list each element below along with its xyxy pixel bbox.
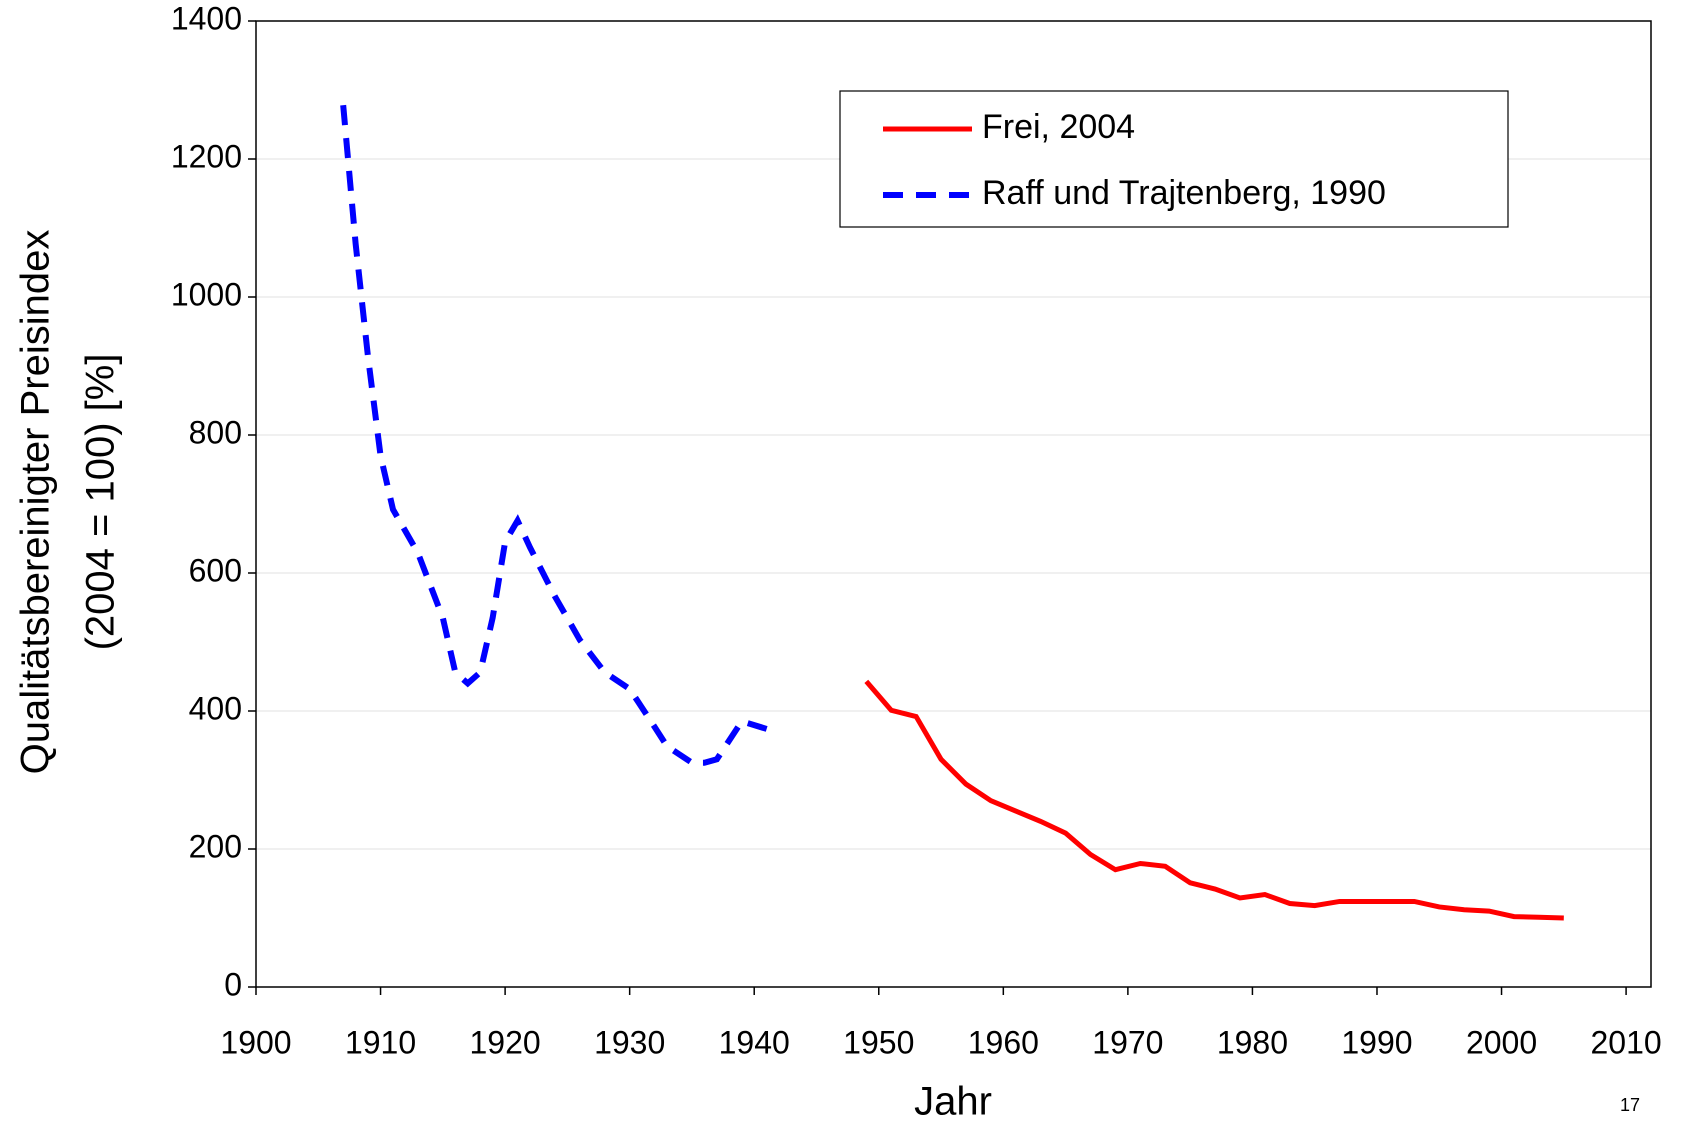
y-tick-label: 1400 xyxy=(171,0,242,36)
x-tick-label: 1980 xyxy=(1217,1024,1288,1060)
legend-label: Frei, 2004 xyxy=(982,108,1135,146)
x-axis-title: Jahr xyxy=(914,1080,992,1123)
x-tick-label: 1940 xyxy=(719,1024,790,1060)
y-axis-title: (2004 = 100) [%] xyxy=(79,354,123,651)
y-tick-label: 0 xyxy=(224,966,242,1002)
y-tick-label: 1000 xyxy=(171,276,242,312)
plot-frame xyxy=(255,20,1652,988)
page-number: 17 xyxy=(1620,1095,1640,1115)
x-tick-label: 1900 xyxy=(220,1024,291,1060)
x-tick-label: 1960 xyxy=(968,1024,1039,1060)
line-series xyxy=(864,679,1564,921)
x-tick-label: 1930 xyxy=(594,1024,665,1060)
y-tick-label: 400 xyxy=(189,690,242,726)
x-tick-label: 2000 xyxy=(1466,1024,1537,1060)
y-tick-label: 1200 xyxy=(171,138,242,174)
x-tick-label: 1920 xyxy=(470,1024,541,1060)
y-axis-title: Qualitätsbereinigter Preisindex xyxy=(14,230,58,775)
legend-label: Raff und Trajtenberg, 1990 xyxy=(982,174,1386,212)
y-tick-label: 800 xyxy=(189,414,242,450)
y-tick-label: 600 xyxy=(189,552,242,588)
legend-box xyxy=(839,90,1509,228)
x-tick-label: 1970 xyxy=(1092,1024,1163,1060)
x-tick-label: 1950 xyxy=(843,1024,914,1060)
x-tick-label: 2010 xyxy=(1590,1024,1661,1060)
y-tick-label: 200 xyxy=(189,828,242,864)
line-series xyxy=(340,104,768,766)
x-tick-label: 1990 xyxy=(1341,1024,1412,1060)
x-tick-label: 1910 xyxy=(345,1024,416,1060)
